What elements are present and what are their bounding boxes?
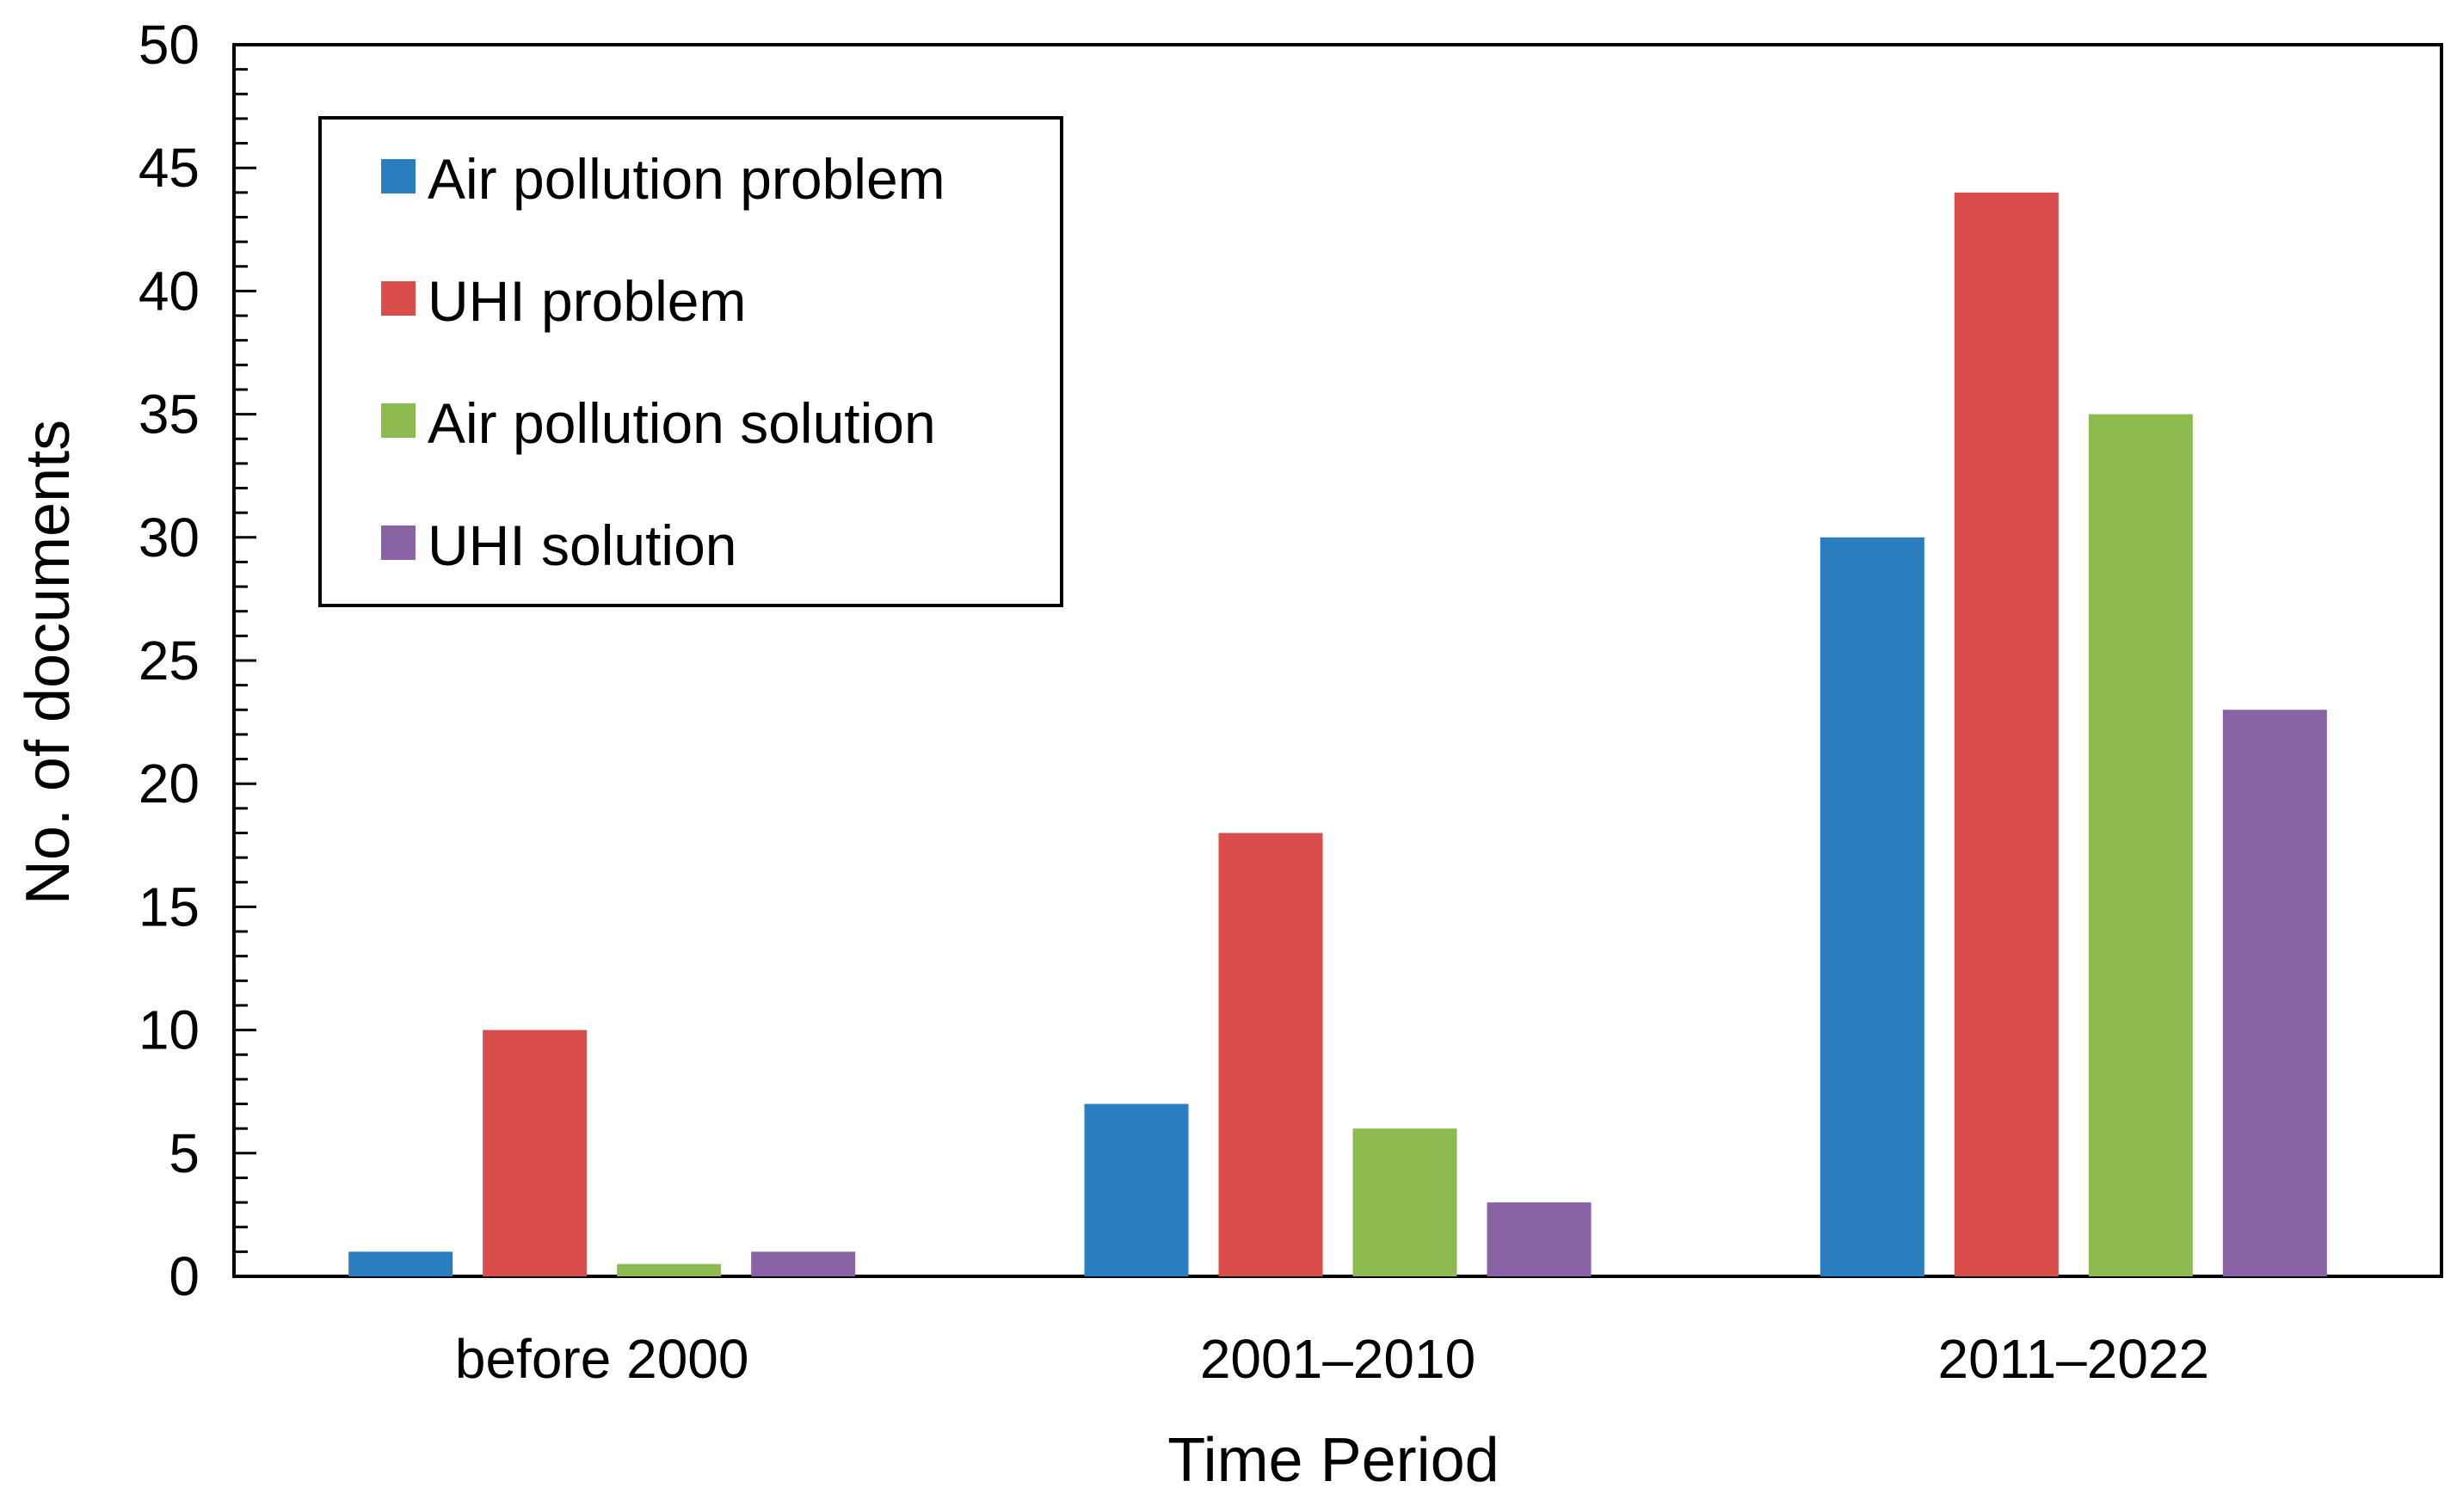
- y-axis: 0 5 10 15 20 25 30 35 40 45 50: [139, 14, 256, 1307]
- bar-uhi-problem-1: [1218, 833, 1323, 1276]
- bar-uhi-problem-0: [483, 1030, 588, 1276]
- bar-air-pollution-problem-1: [1084, 1103, 1189, 1276]
- x-axis-title: Time Period: [1167, 1426, 1499, 1495]
- x-tick-label: before 2000: [455, 1328, 749, 1390]
- legend-swatch: [381, 159, 416, 194]
- y-tick-label: 45: [139, 137, 200, 199]
- y-tick-label: 15: [139, 876, 200, 937]
- legend-label: UHI solution: [428, 513, 737, 577]
- legend: Air pollution problem UHI problem Air poll…: [318, 116, 1063, 607]
- y-tick-label: 5: [169, 1122, 200, 1184]
- y-tick-label: 10: [139, 999, 200, 1061]
- legend-label: UHI problem: [428, 269, 746, 333]
- legend-swatch: [381, 526, 416, 560]
- bar-uhi-problem-2: [1954, 192, 2059, 1277]
- bar-air-pollution-solution-2: [2088, 414, 2193, 1277]
- y-tick-label: 40: [139, 260, 200, 322]
- bar-air-pollution-solution-0: [617, 1263, 722, 1276]
- legend-label: Air pollution solution: [428, 391, 936, 455]
- y-axis-title: No. of documents: [14, 420, 83, 905]
- x-axis: before 2000 2001–2010 2011–2022: [455, 1328, 2209, 1390]
- plot-area: [232, 43, 2443, 1278]
- legend-swatch: [381, 403, 416, 438]
- bar-air-pollution-solution-1: [1352, 1128, 1457, 1276]
- bar-uhi-solution-0: [751, 1251, 856, 1276]
- bar-uhi-solution-2: [2222, 710, 2327, 1276]
- y-tick-label: 50: [139, 14, 200, 76]
- y-tick-label: 35: [139, 384, 200, 446]
- y-tick-label: 30: [139, 507, 200, 569]
- legend-box: [318, 116, 1063, 607]
- bar-uhi-solution-1: [1487, 1202, 1592, 1276]
- bar-air-pollution-problem-2: [1820, 537, 1924, 1276]
- legend-swatch: [381, 281, 416, 316]
- legend-label: Air pollution problem: [428, 147, 945, 211]
- y-tick-label: 0: [169, 1245, 200, 1307]
- y-tick-label: 25: [139, 630, 200, 691]
- x-tick-label: 2011–2022: [1938, 1328, 2210, 1390]
- y-tick-label: 20: [139, 753, 200, 814]
- x-tick-label: 2001–2010: [1200, 1328, 1475, 1390]
- bar-air-pollution-problem-0: [348, 1251, 453, 1276]
